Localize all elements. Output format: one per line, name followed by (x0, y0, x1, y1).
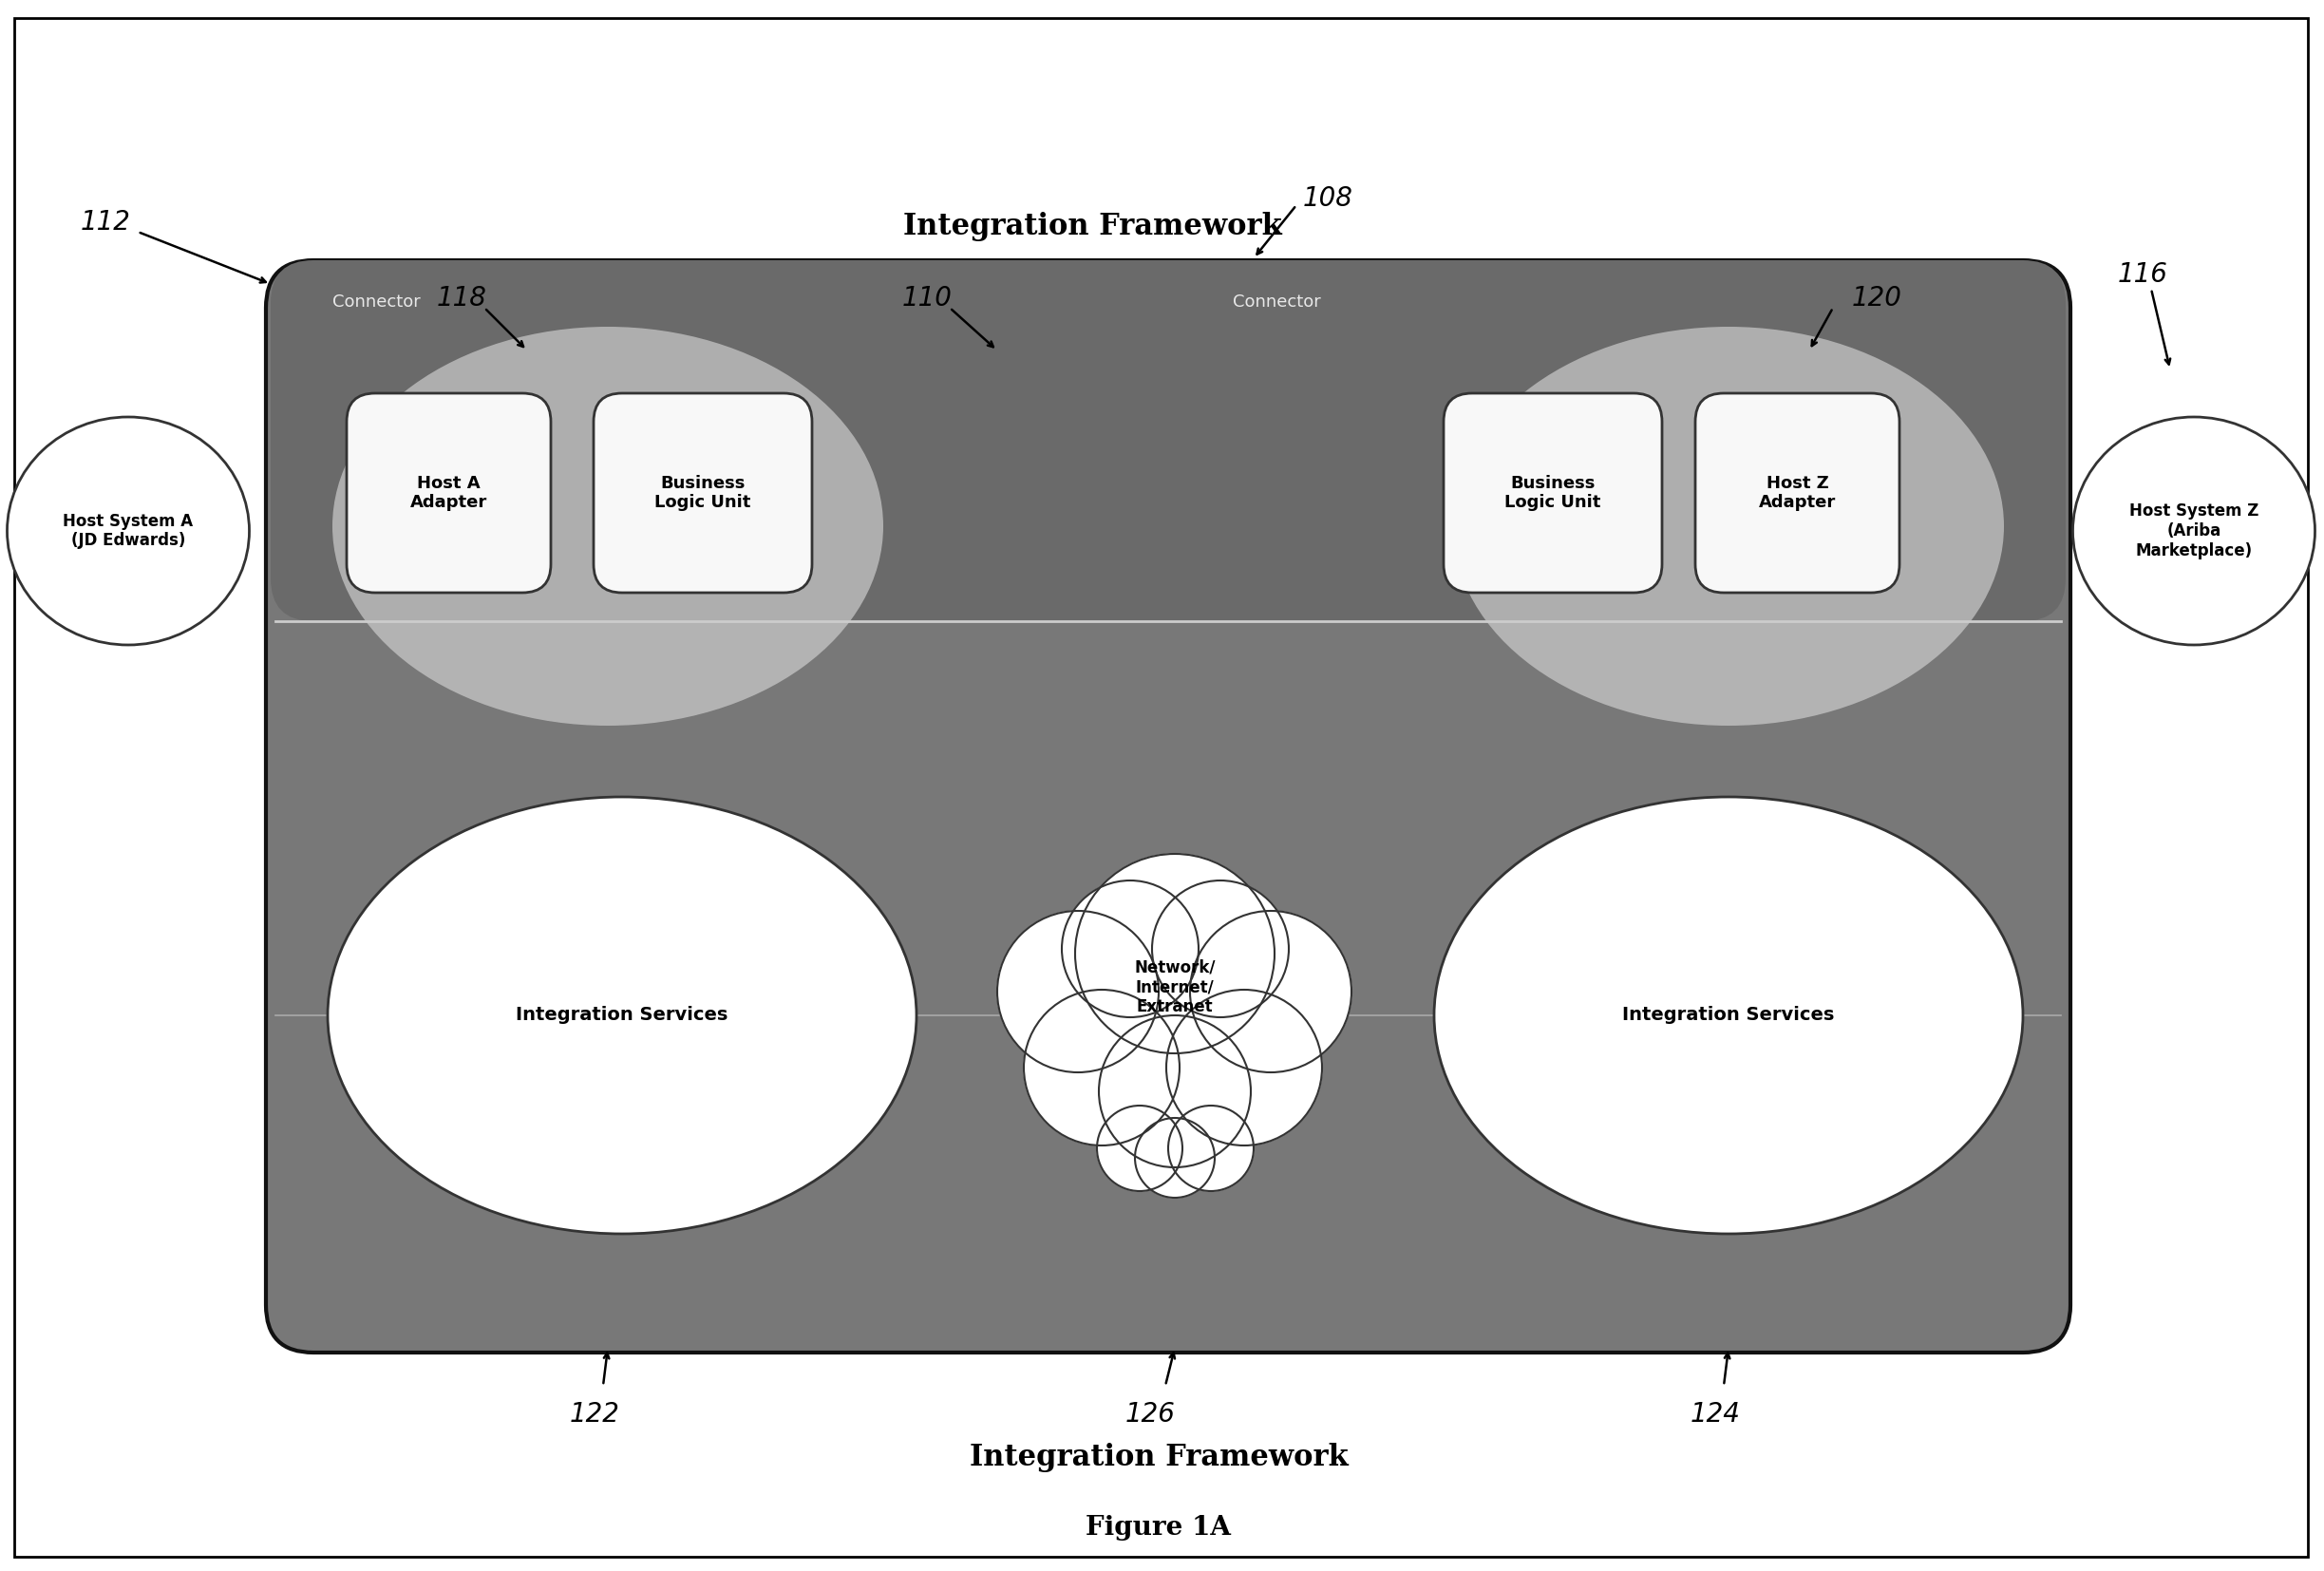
FancyBboxPatch shape (1694, 393, 1899, 592)
FancyBboxPatch shape (270, 261, 2066, 621)
Text: Figure 1A: Figure 1A (1085, 1516, 1232, 1541)
Text: 116: 116 (2117, 261, 2168, 287)
Circle shape (1097, 1106, 1183, 1191)
Circle shape (1099, 1015, 1250, 1167)
Text: 118: 118 (437, 284, 488, 311)
Circle shape (997, 911, 1160, 1073)
Text: Integration Services: Integration Services (516, 1007, 727, 1024)
Circle shape (1153, 880, 1290, 1018)
Circle shape (1190, 911, 1353, 1073)
Text: Host System Z
(Ariba
Marketplace): Host System Z (Ariba Marketplace) (2129, 503, 2259, 559)
Circle shape (1025, 990, 1181, 1145)
Text: 120: 120 (1852, 284, 1903, 311)
Text: Business
Logic Unit: Business Logic Unit (655, 474, 751, 512)
Circle shape (1134, 1119, 1215, 1197)
Circle shape (1169, 1106, 1253, 1191)
Text: Host Z
Adapter: Host Z Adapter (1759, 474, 1836, 512)
Text: Network/
Internet/
Extranet: Network/ Internet/ Extranet (1134, 958, 1215, 1015)
Circle shape (1062, 880, 1199, 1018)
FancyBboxPatch shape (265, 261, 2071, 1353)
Text: 112: 112 (81, 209, 130, 236)
Text: 110: 110 (902, 284, 953, 311)
FancyBboxPatch shape (593, 393, 811, 592)
Text: Connector: Connector (1232, 294, 1320, 311)
FancyBboxPatch shape (1443, 393, 1662, 592)
Ellipse shape (1434, 796, 2022, 1233)
Ellipse shape (1452, 327, 2003, 726)
Ellipse shape (2073, 416, 2315, 646)
Text: Integration Framework: Integration Framework (902, 212, 1281, 242)
Text: Business
Logic Unit: Business Logic Unit (1504, 474, 1601, 512)
Text: Host A
Adapter: Host A Adapter (409, 474, 488, 512)
Text: 126: 126 (1125, 1401, 1176, 1428)
Ellipse shape (7, 416, 249, 646)
Text: 122: 122 (569, 1401, 621, 1428)
Circle shape (1076, 855, 1274, 1053)
Text: Host System A
(JD Edwards): Host System A (JD Edwards) (63, 512, 193, 550)
Ellipse shape (332, 327, 883, 726)
Ellipse shape (328, 796, 916, 1233)
Text: 124: 124 (1690, 1401, 1741, 1428)
Text: Connector: Connector (332, 294, 421, 311)
Text: Integration Framework: Integration Framework (969, 1442, 1348, 1472)
Text: 108: 108 (1304, 185, 1353, 212)
Text: Integration Services: Integration Services (1622, 1007, 1834, 1024)
Circle shape (1167, 990, 1322, 1145)
FancyBboxPatch shape (346, 393, 551, 592)
Circle shape (1085, 921, 1264, 1101)
